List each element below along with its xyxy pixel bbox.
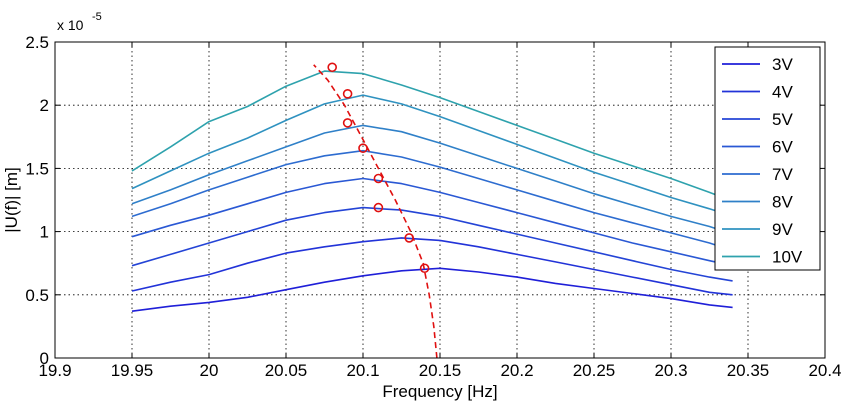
- legend: 3V 4V 5V 6V 7V 8V 9V 10V: [714, 46, 821, 271]
- peak-marker: [373, 173, 384, 184]
- series-lines: [131, 70, 733, 312]
- y-axis-title: |U(f)| [m]: [2, 167, 21, 233]
- series-line-3V: [131, 267, 733, 312]
- y-tick-label: 0.5: [25, 286, 49, 305]
- series-line-10V: [131, 70, 733, 203]
- legend-label: 8V: [772, 193, 793, 212]
- peak-marker: [419, 263, 430, 274]
- legend-label: 7V: [772, 165, 793, 184]
- x-tick-label: 19.95: [111, 361, 154, 380]
- peak-marker: [358, 143, 368, 153]
- peak-marker: [404, 233, 415, 243]
- y-tick-label: 1.5: [25, 159, 49, 178]
- backbone-curve: [313, 64, 438, 359]
- x-tick-label: 20.2: [500, 361, 533, 380]
- x-tick-label: 20.25: [573, 361, 616, 380]
- axis-ticks: 19.9 19.95 20 20.05 20.1 20.15 20.2 20.25 20.3 20…: [25, 33, 841, 380]
- y-exponent-base: x 10: [57, 17, 84, 33]
- x-tick-label: 20.3: [654, 361, 687, 380]
- x-tick-label: 20.05: [265, 361, 308, 380]
- series-line-9V: [131, 94, 733, 218]
- x-tick-label: 20.15: [419, 361, 462, 380]
- y-tick-label: 1: [40, 223, 49, 242]
- backbone-line: [313, 64, 438, 359]
- x-tick-label: 20.4: [808, 361, 841, 380]
- legend-label: 9V: [772, 220, 793, 239]
- legend-box: [714, 46, 821, 271]
- peak-marker: [342, 118, 353, 128]
- x-axis-title: Frequency [Hz]: [382, 382, 497, 401]
- y-tick-label: 0: [40, 349, 49, 368]
- x-tick-label: 20: [200, 361, 219, 380]
- y-tick-label: 2.5: [25, 33, 49, 52]
- x-tick-label: 19.9: [38, 361, 71, 380]
- series-line-8V: [131, 124, 733, 235]
- series-line-6V: [131, 177, 733, 267]
- series-line-7V: [131, 149, 733, 252]
- legend-label: 6V: [772, 138, 793, 157]
- series-line-4V: [131, 237, 733, 296]
- peak-marker: [327, 62, 338, 73]
- legend-label: 4V: [772, 83, 793, 102]
- legend-label: 5V: [772, 110, 793, 129]
- y-exponent-power: -5: [92, 11, 102, 23]
- peak-marker: [342, 89, 353, 99]
- legend-label: 10V: [772, 248, 803, 267]
- peak-markers: [327, 62, 430, 274]
- series-line-5V: [131, 206, 733, 282]
- y-tick-label: 2: [40, 96, 49, 115]
- x-tick-label: 20.35: [727, 361, 770, 380]
- x-tick-label: 20.1: [346, 361, 379, 380]
- legend-label: 3V: [772, 55, 793, 74]
- peak-marker: [373, 202, 384, 213]
